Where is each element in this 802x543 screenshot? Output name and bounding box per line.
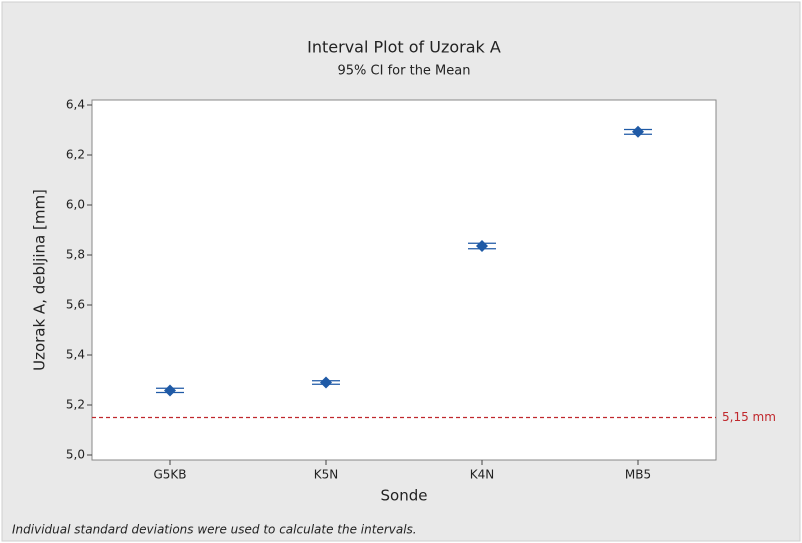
y-tick-label: 5,4 [66,348,85,362]
y-tick-label: 5,8 [66,248,85,262]
plot-area [91,99,717,461]
reference-label: 5,15 mm [722,410,776,424]
chart-title: Interval Plot of Uzorak A [307,38,501,57]
x-tick-label: MB5 [625,468,651,482]
y-tick-label: 6,2 [66,148,85,162]
x-axis-label: Sonde [381,487,428,505]
x-tick-label: K5N [314,468,338,482]
y-tick-label: 5,6 [66,298,85,312]
mean-marker [320,376,332,389]
y-tick-label: 6,4 [66,98,85,112]
x-tick-label: G5KB [153,468,186,482]
footnote: Individual standard deviations were used… [12,523,417,537]
y-tick-label: 5,0 [66,448,85,462]
y-tick-label: 5,2 [66,398,85,412]
mean-marker [476,240,488,252]
x-tick-label: K4N [470,468,494,482]
y-axis-label: Uzorak A, debljina [mm] [31,189,49,371]
y-tick-label: 6,0 [66,198,85,212]
mean-marker [632,125,644,138]
chart-subtitle: 95% CI for the Mean [338,64,471,79]
mean-marker [164,384,176,397]
